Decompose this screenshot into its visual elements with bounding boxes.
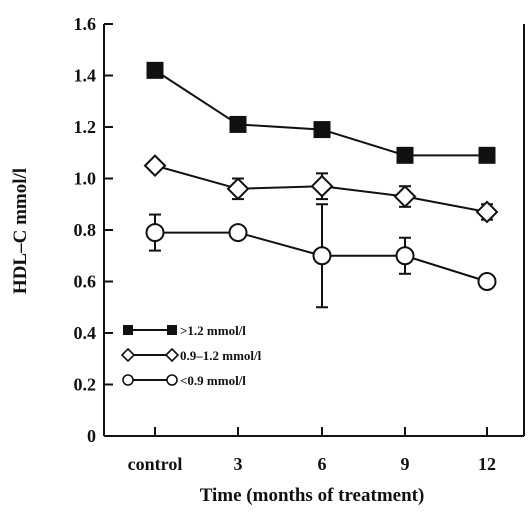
y-tick-label: 1.2: [74, 117, 97, 137]
x-axis-title: Time (months of treatment): [200, 485, 425, 506]
x-tick-label: control: [128, 454, 183, 474]
y-tick-label: 0.2: [74, 375, 97, 395]
legend-label: >1.2 mmol/l: [180, 323, 246, 338]
legend-entry-2: 0.9–1.2 mmol/l: [120, 347, 262, 363]
y-axis-title: HDL–C mmol/l: [10, 168, 31, 294]
y-axis-ticks: 0 0.2 0.4 0.6 0.8 1.0 1.2 1.4 1.6: [74, 14, 113, 446]
y-tick-label: 0.6: [74, 272, 97, 292]
x-tick-label: 12: [478, 454, 496, 474]
y-tick-label: 0.4: [74, 323, 97, 343]
data-point: [228, 223, 248, 243]
series-2: [143, 154, 499, 224]
data-point: [229, 115, 247, 133]
legend: >1.2 mmol/l 0.9–1.2 mmol/l <0.9 mmol/l: [120, 323, 262, 388]
x-tick-label: 3: [234, 454, 243, 474]
y-tick-label: 1.0: [74, 169, 97, 189]
legend-marker: [164, 347, 180, 363]
data-point: [393, 185, 417, 208]
data-point: [475, 200, 499, 224]
legend-marker: [167, 325, 177, 335]
axes: [103, 24, 525, 437]
legend-label: <0.9 mmol/l: [180, 373, 246, 388]
series-1: [146, 61, 496, 164]
x-axis-ticks: control 3 6 9 12: [128, 427, 496, 474]
series-layer: [143, 61, 499, 309]
legend-entry-3: <0.9 mmol/l: [122, 373, 246, 388]
data-point: [146, 61, 164, 79]
y-tick-label: 0.8: [74, 220, 97, 240]
data-point: [310, 174, 334, 198]
data-point: [312, 246, 332, 266]
legend-marker: [123, 325, 133, 335]
legend-label: 0.9–1.2 mmol/l: [180, 348, 262, 363]
data-point: [145, 223, 165, 243]
y-tick-label: 1.6: [74, 14, 97, 34]
series-line: [154, 69, 487, 157]
y-tick-label: 0: [87, 426, 96, 446]
legend-entry-1: >1.2 mmol/l: [123, 323, 246, 338]
data-point: [396, 146, 414, 164]
x-tick-label: 9: [401, 454, 410, 474]
legend-marker: [120, 347, 136, 363]
data-point: [478, 146, 496, 164]
data-point: [395, 246, 415, 266]
x-tick-label: 6: [318, 454, 327, 474]
legend-marker: [166, 374, 178, 386]
legend-marker: [122, 374, 134, 386]
data-point: [313, 121, 331, 139]
y-tick-label: 1.4: [74, 66, 97, 86]
data-point: [143, 154, 167, 178]
series-3: [145, 203, 497, 309]
data-point: [226, 177, 250, 201]
data-point: [477, 272, 497, 291]
